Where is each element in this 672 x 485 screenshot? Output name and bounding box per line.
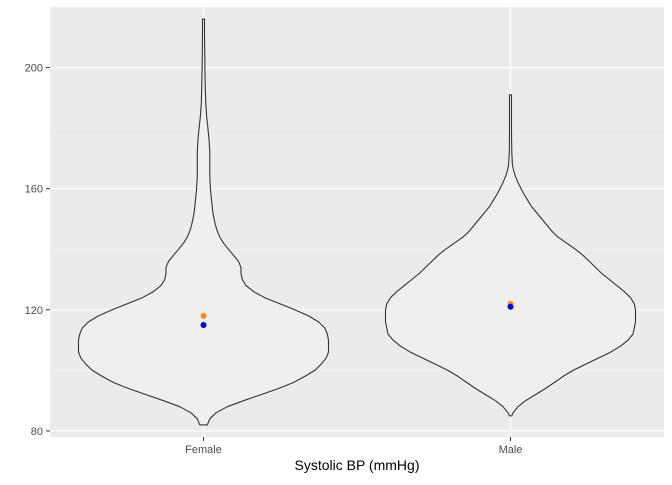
y-axis: 80 120 160 200 bbox=[25, 63, 50, 438]
violin-female bbox=[77, 18, 330, 426]
median-point-female bbox=[200, 321, 207, 328]
y-tick-label: 160 bbox=[25, 184, 43, 196]
y-tick-label: 80 bbox=[31, 426, 43, 438]
x-tick-label: Female bbox=[185, 444, 222, 456]
violin-male bbox=[384, 94, 637, 417]
x-axis: Female Male bbox=[185, 437, 522, 456]
x-axis-title: Systolic BP (mmHg) bbox=[295, 457, 420, 473]
y-tick-label: 120 bbox=[25, 305, 43, 317]
y-tick-label: 200 bbox=[25, 63, 43, 75]
median-point-male bbox=[507, 303, 514, 310]
mean-point-female bbox=[200, 312, 207, 319]
x-tick-label: Male bbox=[499, 444, 523, 456]
violins bbox=[77, 18, 637, 426]
summary-points bbox=[200, 300, 514, 328]
